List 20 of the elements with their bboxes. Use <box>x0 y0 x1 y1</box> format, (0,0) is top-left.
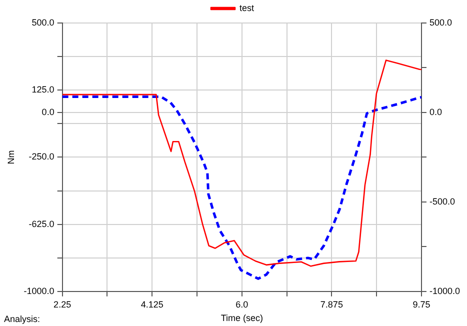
y-tick-label: -625.0 <box>28 218 54 229</box>
y-tick-label: -250.0 <box>28 152 54 162</box>
y-tick-label: 500.0 <box>32 17 54 28</box>
y-tick-label: -1000.0 <box>24 286 54 296</box>
y2-tick-label: -500.0 <box>429 196 456 206</box>
legend-label: test <box>239 2 255 13</box>
y-tick-label: 125.0 <box>32 84 54 95</box>
line-series <box>62 95 422 280</box>
y2-tick-label: 0.0 <box>429 106 442 117</box>
y-axis-title: Nm <box>6 150 16 164</box>
x-tick-label: 2.25 <box>54 299 72 310</box>
x-tick-label: 6.0 <box>236 299 248 310</box>
y2-tick-label: -1000.0 <box>429 286 460 296</box>
text: Analysis: <box>4 314 40 324</box>
y2-tick-label: 500.0 <box>429 17 452 28</box>
x-tick-label: 4.125 <box>140 299 164 310</box>
y-tick-label: 0.0 <box>42 106 54 117</box>
x-tick-label: 7.875 <box>320 299 343 310</box>
x-tick-label: 9.75 <box>412 299 430 310</box>
x-axis-title: Time (sec) <box>220 313 263 324</box>
